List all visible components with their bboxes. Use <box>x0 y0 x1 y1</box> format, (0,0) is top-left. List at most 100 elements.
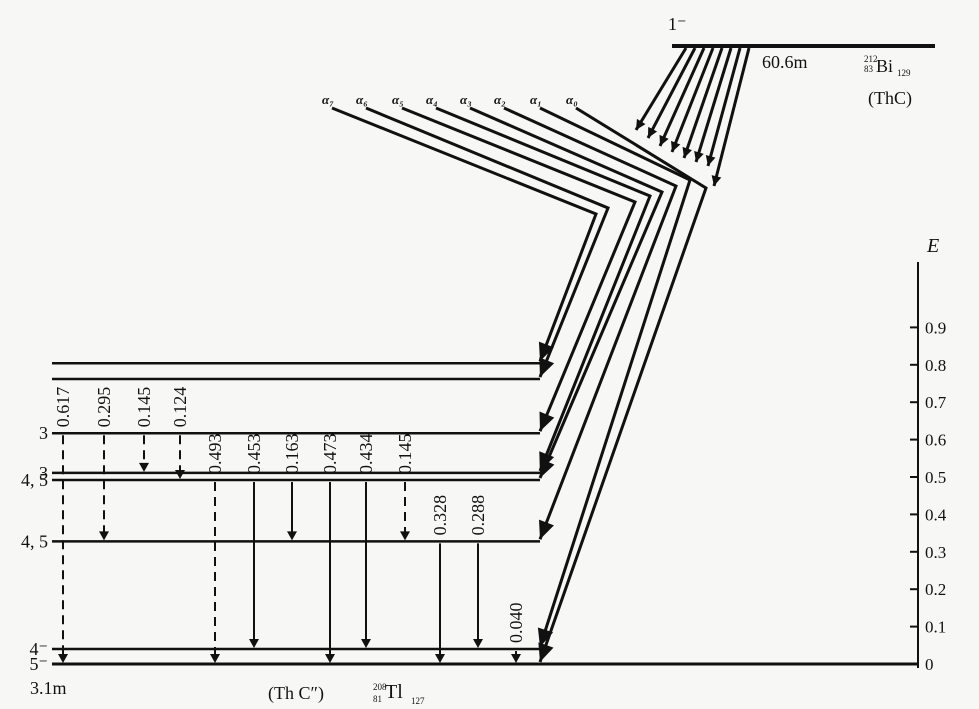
alpha-label-3: α₄ <box>426 92 438 107</box>
daughter-atomic-number: 81 <box>373 694 382 704</box>
alpha-labels: α₇ α₆ α₅ α₄ α₃ α₂ α₁ α₀ <box>322 92 578 107</box>
alpha-arrowhead-5 <box>538 519 554 540</box>
daughter-neutron-number: 127 <box>411 696 425 706</box>
spin-labels: 334, 54, 54⁻5⁻ <box>21 423 48 674</box>
axis-tick-label-3: 0.3 <box>925 543 946 562</box>
parent-spin: 1⁻ <box>668 14 687 34</box>
axis-tick-label-8: 0.8 <box>925 356 946 375</box>
gamma-arrowhead-1 <box>99 531 109 541</box>
gamma-arrowhead-3 <box>175 469 185 479</box>
spin-label-2: 4, 5 <box>21 470 48 490</box>
parent-atomic-number: 83 <box>864 64 874 74</box>
gamma-energy-label-8: 0.434 <box>356 433 376 474</box>
parent-fan-arrow-7 <box>712 47 751 187</box>
parent-fan-arrowhead-2 <box>659 134 669 146</box>
axis-tick-label-6: 0.6 <box>925 431 946 450</box>
alpha-label-7: α₀ <box>566 92 578 107</box>
gamma-energy-label-6: 0.163 <box>282 433 302 474</box>
gamma-arrowhead-0 <box>58 654 68 663</box>
axis-tick-label-1: 0.1 <box>925 618 946 637</box>
parent-neutron-number: 129 <box>897 68 911 78</box>
gamma-energy-label-3: 0.124 <box>170 387 190 428</box>
parent-halflife: 60.6m <box>762 52 808 72</box>
gamma-arrowhead-6 <box>287 531 297 541</box>
axis-tick-label-5: 0.5 <box>925 468 946 487</box>
alpha-arrowhead-1 <box>539 357 555 378</box>
gamma-energy-label-7: 0.473 <box>320 433 340 474</box>
daughter-symbol: Tl <box>385 681 403 703</box>
parent-symbol: Bi <box>876 56 893 76</box>
spin-label-5: 5⁻ <box>29 654 48 674</box>
axis-tick-label-0: 0 <box>925 655 934 674</box>
gamma-arrowhead-5 <box>249 639 259 649</box>
alpha-arrow-0 <box>331 106 598 362</box>
alpha-label-1: α₆ <box>356 92 368 107</box>
alpha-arrow-5 <box>503 106 678 540</box>
spin-label-1: 3 <box>39 463 48 483</box>
parent-fan-arrowhead-5 <box>694 150 704 162</box>
alpha-arrow-4 <box>469 106 664 479</box>
axis-tick-label-7: 0.7 <box>925 393 947 412</box>
gamma-arrowhead-10 <box>435 654 445 663</box>
alpha-arrow-1 <box>365 106 610 378</box>
energy-axis: E 0 0.1 0.2 0.3 0.4 0.5 0.6 0.7 0.8 0.9 <box>910 235 947 674</box>
parent-name: (ThC) <box>868 88 912 109</box>
gamma-energy-label-0: 0.617 <box>53 387 73 428</box>
energy-axis-label: E <box>926 235 939 257</box>
gamma-transitions: 0.617 0.295 0.145 0.124 0.493 0.453 0.163 0.473… <box>53 387 526 663</box>
daughter-mass-number: 208 <box>373 682 387 692</box>
parent-fan-arrow-6 <box>706 47 742 167</box>
parent-fan-arrowhead-4 <box>682 146 692 158</box>
parent-fan-arrow-2 <box>658 47 706 147</box>
gamma-energy-label-10: 0.328 <box>430 495 450 536</box>
alpha-arrow-7 <box>538 106 708 663</box>
alpha-arrowhead-7 <box>538 642 554 662</box>
alpha-arrowhead-0 <box>538 341 554 362</box>
gamma-energy-label-4: 0.493 <box>205 433 225 474</box>
parent-fan-arrow-3 <box>670 47 715 153</box>
spin-label-3: 4, 5 <box>21 531 48 551</box>
gamma-energy-label-9: 0.145 <box>395 433 415 474</box>
gamma-arrowhead-11 <box>473 639 483 649</box>
alpha-label-4: α₃ <box>460 92 472 107</box>
alpha-label-0: α₇ <box>322 92 334 107</box>
alpha-arrow-3 <box>435 106 652 472</box>
gamma-arrowhead-7 <box>325 654 335 663</box>
gamma-arrowhead-4 <box>210 654 220 663</box>
spin-label-4: 4⁻ <box>29 639 48 659</box>
daughter-levels <box>52 362 918 666</box>
ground-halflife: 3.1m <box>30 678 67 698</box>
parent-fan-arrow-0 <box>634 47 688 131</box>
alpha-arrow-2 <box>401 106 637 432</box>
parent-decay-fan <box>634 47 751 187</box>
gamma-energy-label-2: 0.145 <box>134 387 154 428</box>
daughter-name: (Th C″) <box>268 683 324 704</box>
gamma-energy-label-5: 0.453 <box>244 433 264 474</box>
parent-fan-arrow-4 <box>682 47 724 159</box>
alpha-arrows <box>331 106 708 663</box>
gamma-arrowhead-2 <box>139 462 149 472</box>
parent-fan-arrowhead-6 <box>705 155 716 166</box>
parent-fan-arrowhead-0 <box>636 118 646 130</box>
alpha-label-2: α₅ <box>392 92 404 107</box>
alpha-label-6: α₁ <box>530 92 542 107</box>
parent-fan-arrowhead-1 <box>648 126 658 138</box>
axis-tick-label-2: 0.2 <box>925 580 946 599</box>
parent-fan-arrow-1 <box>646 47 697 139</box>
gamma-energy-label-11: 0.288 <box>468 495 488 536</box>
parent-fan-arrowhead-3 <box>671 140 681 152</box>
gamma-energy-label-1: 0.295 <box>94 387 114 428</box>
gamma-arrowhead-8 <box>361 639 371 649</box>
alpha-arrowhead-2 <box>539 411 555 432</box>
parent-fan-arrowhead-7 <box>711 175 722 186</box>
spin-label-0: 3 <box>39 423 48 443</box>
parent-fan-arrow-5 <box>694 47 733 163</box>
alpha-arrowhead-4 <box>539 458 555 478</box>
alpha-label-5: α₂ <box>494 92 506 107</box>
axis-tick-label-9: 0.9 <box>925 318 946 337</box>
axis-tick-label-4: 0.4 <box>925 505 947 524</box>
gamma-arrowhead-12 <box>511 654 521 663</box>
gamma-energy-label-12: 0.040 <box>506 603 526 644</box>
